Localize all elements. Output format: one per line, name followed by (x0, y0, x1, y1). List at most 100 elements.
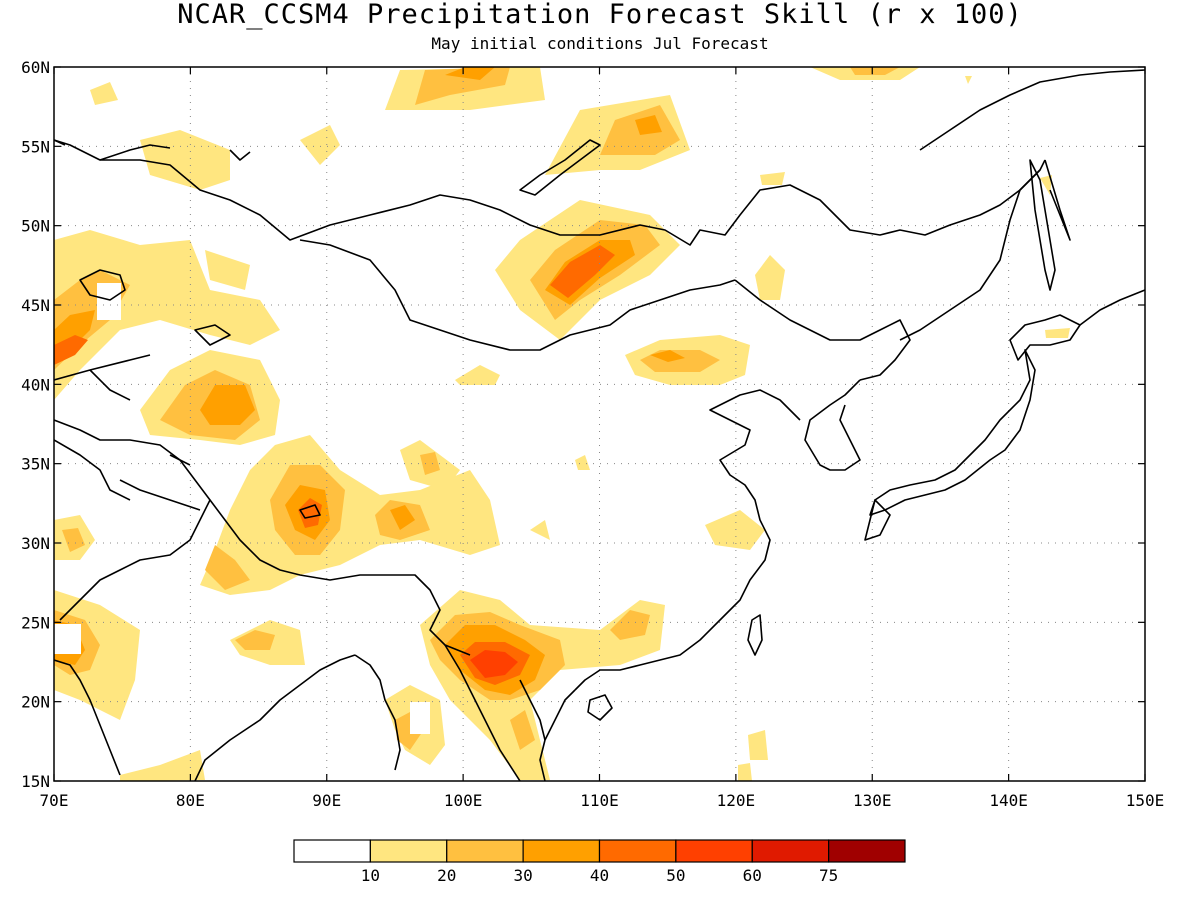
shading-high-tarim (200, 385, 255, 425)
coast-honshu (869, 349, 1036, 516)
lat-tick-label: 25N (21, 613, 50, 632)
lat-tick-label: 35N (21, 455, 50, 474)
grid-lines (54, 67, 1145, 781)
coastlines-borders (54, 69, 1145, 781)
colorbar: 10 20 30 40 50 60 75 (293, 839, 906, 885)
shading-patch-ob (300, 125, 340, 165)
coast-india-east (194, 654, 356, 781)
shading-core-tibet-south (205, 545, 250, 590)
lake-balkhash (194, 324, 231, 346)
border-himalaya (209, 499, 471, 656)
shading-core-yunnan-south (510, 710, 535, 750)
blank-cell-myanmar (410, 702, 430, 734)
lat-tick-label: 20N (21, 693, 50, 712)
coast-hokkaido (1009, 314, 1081, 361)
shading-peak-mongolia (550, 245, 615, 298)
map-subtitle: May initial conditions Jul Forecast (431, 34, 769, 53)
map-title: NCAR_CCSM4 Precipitation Forecast Skill … (177, 0, 1023, 30)
colorbar-swatch (293, 839, 371, 863)
shading-core-bengal (235, 630, 275, 650)
colorbar-label: 10 (361, 866, 380, 885)
shading-core-sichuan (420, 452, 440, 475)
lon-tick-label: 70E (40, 791, 69, 810)
lon-tick-label: 150E (1126, 791, 1165, 810)
shading-core-kamchatka (850, 67, 900, 75)
coast-kyushu (864, 499, 891, 541)
lon-tick-label: 80E (176, 791, 205, 810)
lat-tick-label: 60N (21, 58, 50, 77)
shading-patch-altai (455, 365, 500, 385)
shading-patch-gansu (575, 455, 590, 470)
axes: 70E 80E 90E 100E 110E 120E 130E 140E 150E 60N 55N 5… (21, 58, 1164, 810)
lake-aral (79, 269, 126, 301)
shading-core-south-china (610, 610, 650, 640)
shading-high-north-china (650, 350, 685, 362)
coast-sakhalin (1029, 159, 1056, 291)
shading-patch-hokkaido (1045, 328, 1070, 338)
coast-russia-far-east (899, 159, 1071, 341)
coast-taiwan (747, 614, 763, 656)
shading-core-north-siberia (415, 67, 510, 105)
shading-patch-ural (90, 82, 118, 105)
coast-okhotsk (919, 69, 1145, 151)
shading-patch-sakhalin (1040, 175, 1052, 195)
lake-tibet (299, 504, 321, 519)
shading-patch-okhotsk (965, 76, 972, 84)
shading-patch-philippines (738, 763, 752, 781)
coast-india-west (54, 659, 121, 776)
lat-tick-label: 50N (21, 217, 50, 236)
colorbar-swatch (598, 839, 677, 863)
coast-korea (804, 379, 861, 471)
lon-tick-label: 120E (717, 791, 756, 810)
blank-cell-kazakh (97, 283, 121, 320)
colorbar-swatch (369, 839, 448, 863)
border-central-asia (54, 354, 201, 511)
shading-high-north-sib (445, 67, 495, 80)
shading-patch-west-siberia (140, 130, 230, 190)
shading-core-pakistan (62, 528, 85, 552)
shading-max-yunnan (470, 650, 518, 678)
coast-west-siberia (54, 139, 251, 161)
shading-peak-kazakh (54, 335, 88, 365)
colorbar-label: 75 (819, 866, 838, 885)
shading-patch-amur (760, 172, 785, 185)
border-india-west (54, 419, 211, 621)
lat-tick-label: 30N (21, 534, 50, 553)
lon-tick-label: 90E (312, 791, 341, 810)
shading-patch-yangtze (530, 520, 550, 540)
colorbar-swatch (828, 839, 906, 863)
shading-patch-tibet (200, 435, 500, 595)
shading-high-tibet-east (390, 505, 415, 530)
skill-shading (54, 67, 1070, 781)
colorbar-label: 20 (437, 866, 456, 885)
colorbar-swatch (675, 839, 753, 863)
border-russia-mongolia (54, 139, 1046, 246)
coast-bangladesh (354, 654, 401, 771)
lat-tick-label: 55N (21, 137, 50, 156)
lake-baikal (519, 139, 601, 196)
border-myanmar-thailand (444, 644, 521, 781)
colorbar-label: 60 (743, 866, 762, 885)
lon-tick-label: 100E (444, 791, 483, 810)
border-laos-vietnam (519, 679, 546, 741)
shading-patch-bay-of-bengal (120, 750, 205, 781)
lat-tick-label: 15N (21, 772, 50, 791)
border-china-northeast (734, 279, 911, 381)
lon-tick-label: 110E (580, 791, 619, 810)
coast-indochina (539, 689, 576, 781)
border-mongolia-china (299, 239, 736, 351)
shading-patch-mongolia-east (755, 255, 785, 300)
colorbar-label: 30 (513, 866, 532, 885)
colorbar-swatch (446, 839, 524, 863)
shading-high-baikal (635, 115, 662, 135)
coast-bohai (574, 389, 801, 691)
shading-patch-yellow-sea (705, 510, 765, 550)
colorbar-swatch (522, 839, 601, 863)
colorbar-swatch (751, 839, 830, 863)
coast-kuril (1079, 289, 1145, 326)
lon-tick-label: 130E (853, 791, 892, 810)
coast-hainan (587, 694, 613, 721)
lon-tick-label: 140E (989, 791, 1028, 810)
shading-patch-taiwan (748, 730, 768, 760)
